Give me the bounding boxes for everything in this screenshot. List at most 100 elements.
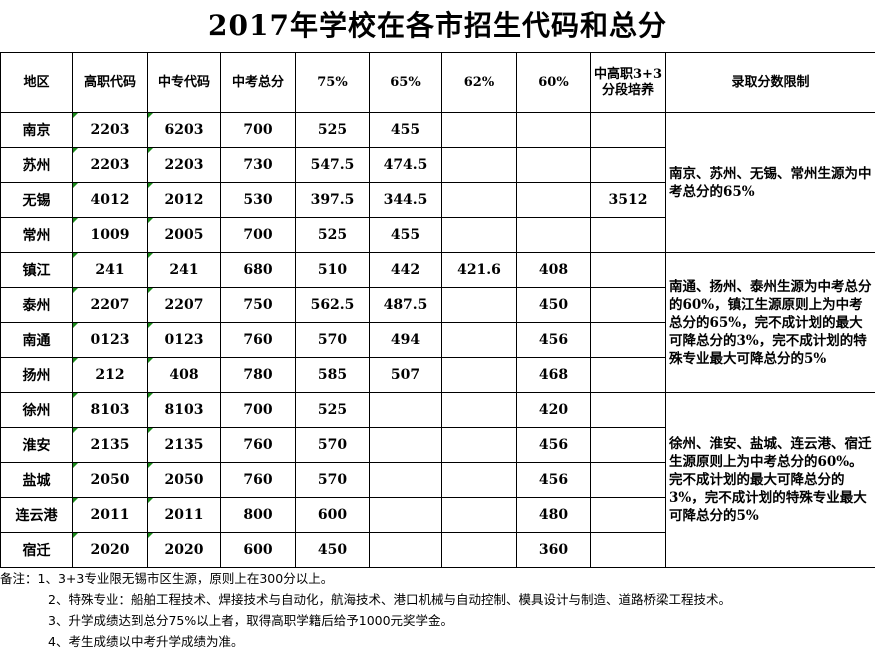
table-cell[interactable]: [369, 497, 442, 533]
table-cell[interactable]: 487.5: [369, 287, 442, 323]
table-cell[interactable]: 494: [369, 322, 442, 358]
table-cell[interactable]: 421.6: [441, 252, 517, 288]
table-cell[interactable]: 760: [220, 462, 296, 498]
table-cell[interactable]: 680: [220, 252, 296, 288]
table-cell[interactable]: 570: [295, 427, 370, 463]
table-cell[interactable]: 0123: [72, 322, 148, 358]
table-cell[interactable]: 2135: [147, 427, 221, 463]
table-cell[interactable]: 镇江: [0, 252, 73, 288]
table-cell[interactable]: 450: [516, 287, 591, 323]
table-cell[interactable]: 2020: [72, 532, 148, 568]
table-cell[interactable]: [441, 147, 517, 183]
table-cell[interactable]: 212: [72, 357, 148, 393]
table-cell[interactable]: [369, 427, 442, 463]
table-cell[interactable]: 360: [516, 532, 591, 568]
table-cell[interactable]: 2135: [72, 427, 148, 463]
table-cell[interactable]: 442: [369, 252, 442, 288]
table-cell[interactable]: 600: [220, 532, 296, 568]
table-cell[interactable]: [441, 182, 517, 218]
table-cell[interactable]: 2050: [147, 462, 221, 498]
table-cell[interactable]: 苏州: [0, 147, 73, 183]
table-cell[interactable]: [590, 392, 666, 428]
table-cell[interactable]: 盐城: [0, 462, 73, 498]
table-cell[interactable]: 3512: [590, 182, 666, 218]
table-cell[interactable]: 0123: [147, 322, 221, 358]
table-cell[interactable]: 760: [220, 427, 296, 463]
table-cell[interactable]: 南京: [0, 112, 73, 148]
table-cell[interactable]: 525: [295, 392, 370, 428]
table-cell[interactable]: 562.5: [295, 287, 370, 323]
table-cell[interactable]: 455: [369, 217, 442, 253]
table-cell[interactable]: 2207: [72, 287, 148, 323]
table-cell[interactable]: 淮安: [0, 427, 73, 463]
table-cell[interactable]: 547.5: [295, 147, 370, 183]
table-cell[interactable]: 474.5: [369, 147, 442, 183]
table-cell[interactable]: [441, 322, 517, 358]
table-cell[interactable]: [369, 462, 442, 498]
table-cell[interactable]: [441, 497, 517, 533]
table-cell[interactable]: [441, 217, 517, 253]
table-cell[interactable]: [590, 217, 666, 253]
table-cell[interactable]: [590, 322, 666, 358]
table-cell[interactable]: 2207: [147, 287, 221, 323]
table-cell[interactable]: 2203: [72, 147, 148, 183]
table-cell[interactable]: [516, 217, 591, 253]
table-cell[interactable]: 525: [295, 112, 370, 148]
table-cell[interactable]: 2011: [147, 497, 221, 533]
table-cell[interactable]: [590, 427, 666, 463]
table-cell[interactable]: 徐州: [0, 392, 73, 428]
table-cell[interactable]: [441, 287, 517, 323]
table-cell[interactable]: 6203: [147, 112, 221, 148]
table-cell[interactable]: 750: [220, 287, 296, 323]
table-cell[interactable]: 420: [516, 392, 591, 428]
table-cell[interactable]: 扬州: [0, 357, 73, 393]
table-cell[interactable]: 760: [220, 322, 296, 358]
table-cell[interactable]: 507: [369, 357, 442, 393]
table-cell[interactable]: 2203: [147, 147, 221, 183]
table-cell[interactable]: [590, 497, 666, 533]
table-cell[interactable]: 241: [147, 252, 221, 288]
table-cell[interactable]: [441, 427, 517, 463]
table-cell[interactable]: 510: [295, 252, 370, 288]
table-cell[interactable]: 700: [220, 112, 296, 148]
table-cell[interactable]: 2020: [147, 532, 221, 568]
table-cell[interactable]: 2203: [72, 112, 148, 148]
table-cell[interactable]: 2005: [147, 217, 221, 253]
table-cell[interactable]: 468: [516, 357, 591, 393]
table-cell[interactable]: 585: [295, 357, 370, 393]
table-cell[interactable]: [516, 147, 591, 183]
table-cell[interactable]: 408: [147, 357, 221, 393]
table-cell[interactable]: 700: [220, 217, 296, 253]
table-cell[interactable]: 8103: [147, 392, 221, 428]
table-cell[interactable]: 泰州: [0, 287, 73, 323]
table-cell[interactable]: 456: [516, 462, 591, 498]
table-cell[interactable]: 600: [295, 497, 370, 533]
table-cell[interactable]: 730: [220, 147, 296, 183]
table-cell[interactable]: 480: [516, 497, 591, 533]
table-cell[interactable]: 525: [295, 217, 370, 253]
table-cell[interactable]: 常州: [0, 217, 73, 253]
score-limit-cell[interactable]: 南通、扬州、泰州生源为中考总分的60%，镇江生源原则上为中考总分的65%，完不成…: [665, 252, 875, 393]
score-limit-cell[interactable]: 徐州、淮安、盐城、连云港、宿迁生源原则上为中考总分的60%。完不成计划的最大可降…: [665, 392, 875, 568]
table-cell[interactable]: 456: [516, 322, 591, 358]
table-cell[interactable]: [516, 182, 591, 218]
table-cell[interactable]: [441, 357, 517, 393]
table-cell[interactable]: [590, 112, 666, 148]
table-cell[interactable]: 连云港: [0, 497, 73, 533]
table-cell[interactable]: 700: [220, 392, 296, 428]
table-cell[interactable]: 2011: [72, 497, 148, 533]
table-cell[interactable]: 南通: [0, 322, 73, 358]
table-cell[interactable]: 456: [516, 427, 591, 463]
table-cell[interactable]: 1009: [72, 217, 148, 253]
table-cell[interactable]: [590, 532, 666, 568]
table-cell[interactable]: [590, 287, 666, 323]
table-cell[interactable]: [590, 462, 666, 498]
table-cell[interactable]: [369, 532, 442, 568]
table-cell[interactable]: 241: [72, 252, 148, 288]
table-cell[interactable]: 344.5: [369, 182, 442, 218]
table-cell[interactable]: [516, 112, 591, 148]
table-cell[interactable]: 530: [220, 182, 296, 218]
table-cell[interactable]: 570: [295, 462, 370, 498]
table-cell[interactable]: 450: [295, 532, 370, 568]
table-cell[interactable]: [441, 462, 517, 498]
